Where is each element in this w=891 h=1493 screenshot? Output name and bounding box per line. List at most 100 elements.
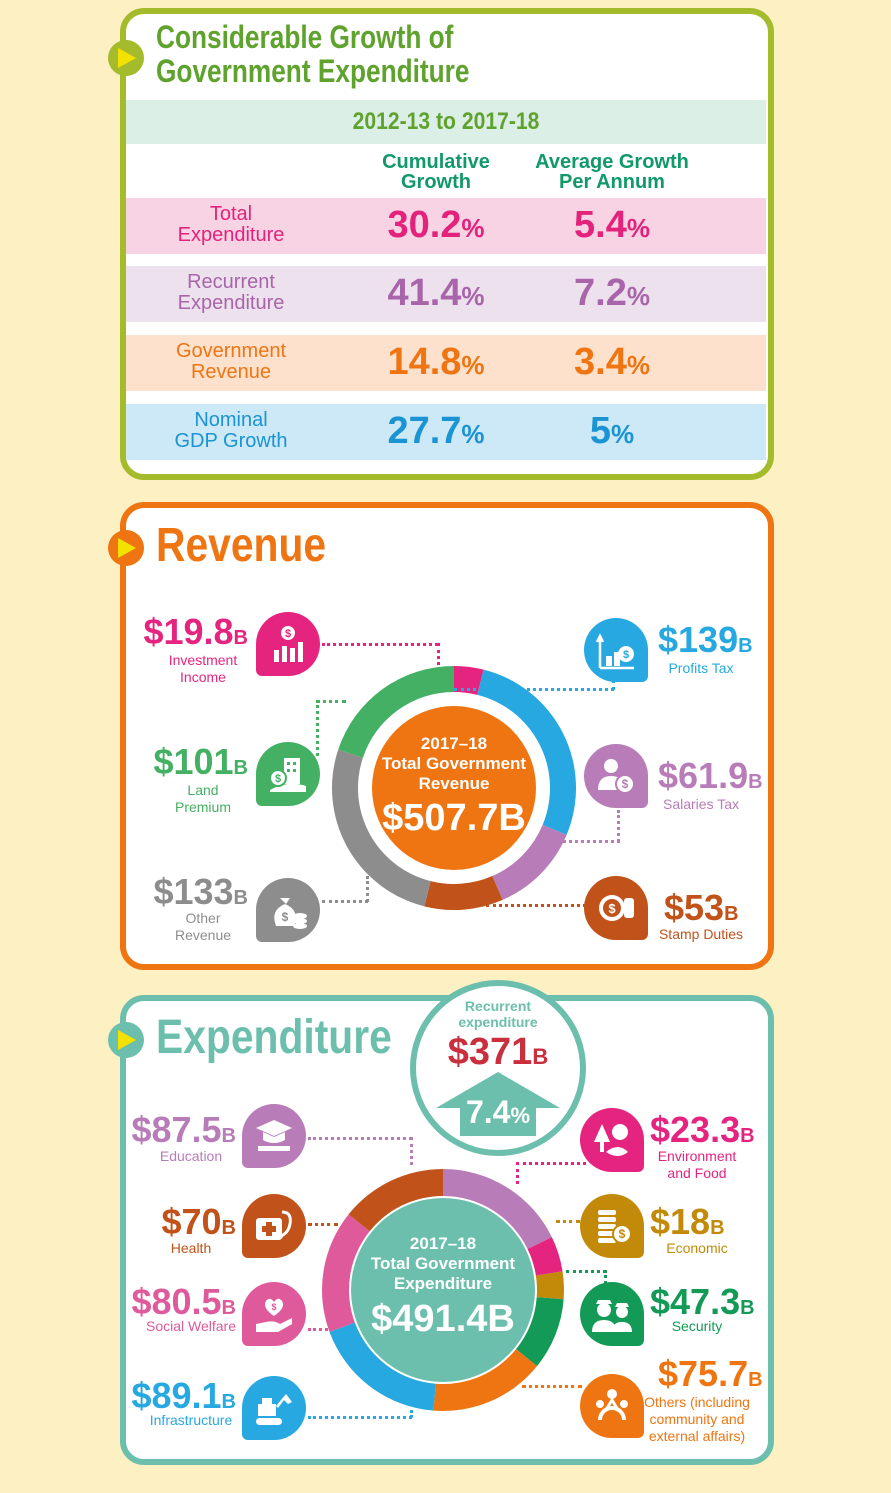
col-cumulative-header: Cumulative Growth [382, 151, 490, 193]
item-amount: $61.9B [658, 755, 763, 796]
item-amount: $70B [161, 1201, 236, 1242]
revenue-center-text: 2017–18 Total Government Revenue $507.7B [381, 734, 527, 839]
donut-center [372, 706, 536, 870]
connector-line [437, 643, 440, 665]
average-growth-value: 5% [589, 410, 635, 452]
item-amount: $47.3B [650, 1281, 755, 1322]
item-amount: $89.1B [131, 1375, 236, 1416]
cumulative-growth-value: 14.8% [387, 341, 485, 383]
period-label: 2012-13 to 2017-18 [352, 108, 540, 135]
donut-slice-land-premium [338, 666, 454, 758]
money-bag-icon: $ [256, 878, 320, 942]
growth-arrow-icon [108, 40, 144, 76]
connector-line [612, 680, 615, 690]
item-label: Social Welfare [145, 1318, 236, 1334]
connector-line [617, 810, 620, 842]
connector-line [566, 1270, 606, 1273]
community-icon [580, 1374, 644, 1438]
expenditure-center-text: 2017–18 Total Government Expenditure $49… [370, 1234, 516, 1340]
donut-slice-salaries-tax [492, 824, 567, 900]
item-label: Health [170, 1240, 212, 1256]
item-label: Profits Tax [668, 660, 734, 676]
average-growth-value: 7.2% [574, 272, 650, 314]
medical-kit-icon [242, 1194, 306, 1258]
item-label: Security [671, 1318, 723, 1334]
average-growth-value: 5.4% [574, 204, 650, 246]
graduation-cap-icon [242, 1104, 306, 1168]
item-label: Infrastructure [149, 1412, 233, 1428]
recurrent-growth: 7.4% [465, 1094, 531, 1130]
profits-tax-icon: $ [584, 618, 648, 682]
connector-line [454, 688, 614, 691]
connector-line [322, 900, 368, 903]
item-amount: $75.7B [658, 1353, 763, 1394]
expenditure-title: Expenditure [156, 1011, 392, 1064]
item-label: Land Premium [174, 782, 231, 815]
item-label: Investment Income [168, 652, 238, 685]
connector-line [522, 1385, 582, 1388]
item-amount: $18B [650, 1201, 725, 1242]
item-label: Education [159, 1148, 223, 1164]
connector-line [316, 700, 346, 703]
donut-slice-others-including-community-and-external-affairs [433, 1349, 538, 1411]
connector-line [540, 840, 620, 843]
donut-slice-economic [535, 1271, 564, 1300]
growth-row-label: Recurrent Expenditure [177, 271, 285, 314]
donut-slice-social-welfare [322, 1214, 370, 1332]
donut-slice-profits-tax [477, 669, 576, 835]
donut-slice-environment-and-food [527, 1237, 563, 1276]
growth-title: Considerable Growth of Government Expend… [156, 19, 470, 89]
period-band: 2012-13 to 2017-18 [126, 100, 766, 144]
col-average-header: Average Growth Per Annum [535, 151, 689, 193]
item-amount: $80.5B [131, 1281, 236, 1322]
item-amount: $87.5B [131, 1109, 236, 1150]
recurrent-label: Recurrent expenditure [458, 998, 538, 1030]
land-premium-icon: $ [256, 742, 320, 806]
item-amount: $133B [153, 871, 248, 912]
svg-text:$: $ [282, 910, 289, 924]
recurrent-amount: $371B [447, 1031, 549, 1073]
growth-row: Government Revenue 14.8% 3.4% [126, 335, 766, 391]
item-amount: $23.3B [650, 1109, 755, 1150]
connector-line [308, 1328, 328, 1331]
donut-slice-health [348, 1169, 443, 1232]
donut-center [351, 1198, 535, 1382]
connector-line [308, 1137, 412, 1140]
connector-line [366, 876, 369, 902]
excavator-icon [242, 1376, 306, 1440]
growth-row: Recurrent Expenditure 41.4% 7.2% [126, 266, 766, 322]
environment-food-icon [580, 1108, 644, 1172]
svg-text:$: $ [271, 1302, 276, 1312]
item-amount: $139B [658, 619, 753, 660]
revenue-arrow-icon [108, 530, 144, 566]
item-label: Economic [666, 1240, 728, 1256]
item-label: Environment and Food [657, 1148, 737, 1181]
item-label: Others (including community and external a… [644, 1394, 750, 1444]
svg-text:$: $ [608, 901, 616, 916]
caring-hand-icon: $ [242, 1282, 306, 1346]
connector-line [322, 643, 438, 646]
cumulative-growth-value: 41.4% [387, 272, 485, 314]
recurrent-bubble [410, 980, 586, 1156]
svg-text:$: $ [622, 777, 629, 791]
stamp-icon: $ [584, 876, 648, 940]
average-growth-value: 3.4% [574, 341, 650, 383]
cumulative-growth-value: 27.7% [387, 410, 485, 452]
item-amount: $19.8B [143, 611, 248, 652]
item-amount: $53B [664, 887, 739, 928]
growth-row-label: Government Revenue [175, 340, 287, 383]
connector-line [410, 1137, 413, 1165]
svg-text:$: $ [623, 649, 629, 661]
svg-text:$: $ [275, 773, 281, 785]
expenditure-arrow-icon [108, 1022, 144, 1058]
donut-slice-security [516, 1297, 564, 1367]
expenditure-donut-chart [322, 1169, 564, 1411]
connector-line [316, 700, 319, 756]
investment-icon: $ [256, 612, 320, 676]
growth-row: Nominal GDP Growth 27.7% 5% [126, 404, 766, 460]
revenue-title: Revenue [156, 519, 327, 572]
coins-icon: $ [580, 1194, 644, 1258]
donut-slice-infrastructure [329, 1322, 436, 1411]
revenue-donut-chart [332, 666, 576, 910]
item-label: Other Revenue [174, 910, 232, 943]
